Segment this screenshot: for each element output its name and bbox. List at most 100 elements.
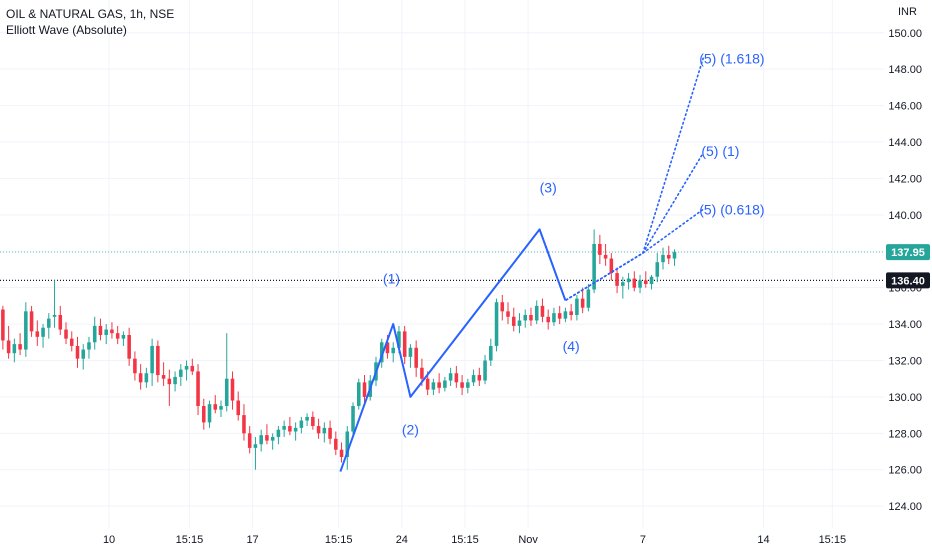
- time-axis[interactable]: 10 15:15 17 15:15 24 15:15 Nov 7 14 15:15: [103, 534, 846, 546]
- y-tick-label: 124.00: [888, 501, 922, 513]
- candle-body: [334, 438, 338, 450]
- y-tick-label: 144.00: [888, 137, 922, 149]
- price-axis[interactable]: 124.00 126.00 128.00 130.00 132.00 134.00 136.…: [888, 28, 922, 513]
- candle-body: [345, 431, 350, 457]
- candle-body: [150, 345, 154, 374]
- x-tick-label: 24: [396, 534, 408, 546]
- candle-body: [288, 426, 292, 432]
- candle: [184, 360, 189, 381]
- candle-body: [408, 347, 413, 357]
- candle: [339, 442, 344, 463]
- candle: [52, 280, 57, 328]
- indicator-name[interactable]: Elliott Wave (Absolute): [6, 23, 127, 37]
- candle-body: [110, 329, 114, 334]
- candle-body: [379, 342, 384, 363]
- y-tick-label: 132.00: [888, 355, 922, 367]
- price-lines: [0, 251, 884, 281]
- candle-body: [207, 404, 212, 423]
- candle: [1, 305, 5, 350]
- candle-body: [397, 331, 401, 348]
- x-tick-label: 10: [103, 534, 115, 546]
- candle: [270, 433, 275, 450]
- candle: [437, 373, 441, 394]
- candle: [489, 338, 493, 366]
- candle-body: [167, 378, 172, 385]
- candle: [98, 318, 103, 341]
- candle-body: [293, 427, 298, 432]
- reference-price-tag-text: 136.40: [891, 275, 925, 287]
- candle: [586, 284, 591, 312]
- candle-body: [649, 276, 654, 285]
- candle: [29, 305, 34, 337]
- candle-body: [557, 313, 562, 319]
- wave-label: (3): [540, 180, 557, 196]
- candle-body: [586, 289, 591, 308]
- symbol-title[interactable]: OIL & NATURAL GAS, 1h, NSE: [6, 7, 175, 21]
- candle-body: [460, 382, 464, 388]
- candle-body: [184, 365, 189, 370]
- candle: [351, 402, 355, 436]
- candle: [156, 340, 160, 383]
- candle-body: [523, 314, 528, 321]
- candle: [431, 378, 436, 396]
- candle-body: [603, 254, 608, 259]
- candle: [362, 375, 367, 405]
- x-tick-label: 17: [246, 534, 258, 546]
- candle-body: [201, 406, 206, 423]
- candle: [534, 300, 539, 325]
- candle-body: [632, 278, 637, 288]
- candle-body: [580, 298, 585, 308]
- candle-body: [69, 338, 74, 346]
- candle-body: [356, 382, 361, 407]
- candle-body: [638, 280, 642, 288]
- candle: [603, 243, 608, 266]
- candle-body: [299, 420, 304, 428]
- candle-body: [242, 415, 246, 434]
- candle-body: [29, 311, 34, 332]
- candle-body: [494, 302, 499, 346]
- wave-label: (5) (1): [701, 143, 739, 159]
- candle: [506, 302, 510, 325]
- elliott-wave-labels: (1) (2) (3) (4) (5) (1.618) (5) (1) (5) (0.618…: [383, 50, 765, 437]
- candle-body: [655, 262, 660, 277]
- candle: [345, 426, 350, 470]
- wave-projection-line: [538, 57, 704, 302]
- candle-body: [643, 280, 648, 285]
- candle: [127, 327, 131, 366]
- candle: [253, 436, 258, 470]
- candle: [356, 378, 361, 410]
- candle-body: [12, 344, 17, 354]
- candle: [569, 304, 573, 321]
- candle-body: [282, 426, 286, 430]
- candle: [92, 316, 97, 350]
- candle: [6, 325, 11, 359]
- candle-body: [270, 436, 275, 441]
- candle: [259, 429, 263, 452]
- candle-body: [529, 314, 533, 321]
- y-tick-label: 148.00: [888, 64, 922, 76]
- candle-body: [666, 254, 671, 259]
- candle: [483, 355, 487, 385]
- candle: [41, 324, 45, 348]
- candle-body: [443, 380, 447, 388]
- y-tick-label: 142.00: [888, 173, 922, 185]
- candle-body: [500, 302, 505, 312]
- candle-body: [98, 325, 103, 336]
- candle-body: [35, 331, 40, 337]
- candle: [443, 376, 447, 392]
- candle: [24, 302, 28, 357]
- candle-body: [138, 373, 143, 383]
- currency-label: INR: [898, 6, 917, 18]
- candle: [115, 325, 120, 345]
- candle: [58, 305, 63, 336]
- candle-body: [190, 365, 195, 372]
- candle: [110, 322, 114, 339]
- candle-body: [247, 433, 252, 448]
- candle-body: [569, 311, 573, 315]
- candle: [460, 375, 464, 396]
- candle: [179, 364, 183, 386]
- candle-body: [24, 311, 28, 350]
- candle: [523, 309, 528, 328]
